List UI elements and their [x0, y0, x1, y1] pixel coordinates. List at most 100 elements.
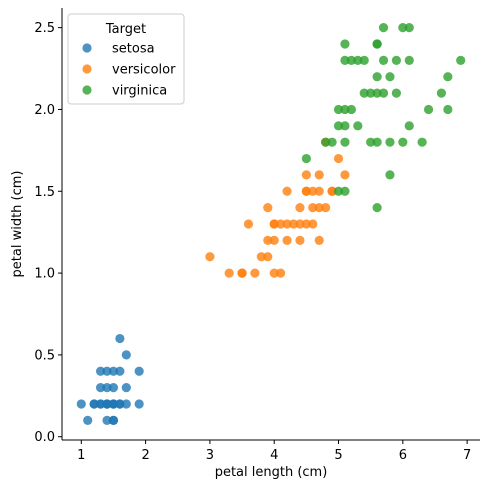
data-point [443, 72, 453, 82]
data-point [314, 186, 324, 196]
legend-marker [82, 64, 92, 74]
data-point [366, 137, 376, 147]
data-point [301, 186, 311, 196]
data-point [115, 399, 125, 409]
data-point [276, 219, 286, 229]
data-point [327, 137, 337, 147]
legend-label: versicolor [112, 63, 176, 78]
x-tick-label: 3 [206, 448, 214, 463]
y-tick-label: 1.5 [34, 185, 55, 200]
data-point [295, 219, 305, 229]
data-point [321, 203, 331, 213]
data-point [378, 55, 389, 65]
legend-label: setosa [112, 42, 155, 57]
data-point [121, 350, 131, 360]
data-point [372, 88, 382, 98]
y-tick-label: 0.5 [34, 348, 55, 363]
data-point [353, 121, 363, 131]
data-point [301, 170, 311, 180]
data-point [333, 153, 344, 164]
data-point [269, 268, 279, 278]
data-point [340, 137, 350, 147]
data-point [385, 170, 395, 180]
data-point [346, 104, 356, 115]
data-point [102, 415, 112, 425]
data-point [314, 203, 324, 213]
series-virginica [301, 23, 466, 213]
data-point [295, 203, 305, 213]
data-point [372, 72, 382, 82]
data-point [295, 235, 305, 245]
data-point [340, 55, 350, 65]
legend-marker [82, 85, 92, 95]
data-point [423, 104, 434, 115]
data-point [333, 104, 344, 115]
data-point [314, 235, 324, 245]
data-point [121, 383, 131, 393]
data-point [436, 88, 447, 98]
data-point [340, 104, 350, 115]
points-layer [76, 23, 466, 425]
data-point [378, 88, 389, 98]
series-versicolor [205, 137, 350, 278]
data-point [404, 121, 414, 131]
legend-box [67, 13, 185, 105]
y-ticks: 0.0 0.5 1.0 1.5 2.0 2.5 [34, 21, 62, 445]
data-point [398, 137, 408, 147]
data-point [346, 55, 356, 65]
data-point [282, 235, 292, 245]
data-point [391, 88, 401, 98]
y-tick-label: 2.5 [34, 21, 55, 36]
data-point [301, 219, 311, 229]
data-point [263, 235, 273, 245]
data-point [359, 88, 369, 98]
data-point [301, 153, 311, 164]
data-point [205, 252, 215, 262]
legend-title: Target [105, 22, 146, 37]
x-tick-label: 7 [463, 448, 471, 463]
data-point [385, 137, 395, 147]
data-point [314, 170, 324, 180]
data-point [372, 203, 382, 213]
x-tick-label: 2 [141, 448, 149, 463]
y-axis-label: petal width (cm) [10, 171, 25, 278]
data-point [456, 55, 466, 65]
data-point [102, 366, 112, 376]
data-point [102, 399, 112, 409]
data-point [308, 203, 318, 213]
data-point [443, 104, 453, 115]
legend-marker [82, 43, 92, 53]
data-point [327, 186, 337, 196]
data-point [134, 399, 144, 409]
data-point [250, 268, 260, 278]
data-point [243, 219, 254, 229]
data-point [404, 23, 414, 33]
data-point [372, 137, 382, 147]
data-point [333, 121, 344, 131]
data-point [340, 121, 350, 131]
data-point [108, 415, 119, 425]
data-point [108, 366, 119, 376]
data-point [340, 39, 350, 49]
data-point [115, 333, 125, 344]
x-tick-label: 4 [270, 448, 278, 463]
data-point [353, 55, 363, 65]
data-point [340, 186, 350, 196]
data-point [76, 399, 86, 409]
y-tick-label: 0.0 [34, 430, 55, 445]
data-point [391, 55, 401, 65]
data-point [263, 203, 273, 213]
data-point [134, 366, 144, 376]
data-point [359, 55, 369, 65]
data-point [308, 186, 318, 196]
x-axis-label: petal length (cm) [215, 465, 328, 480]
data-point [95, 399, 106, 409]
data-point [282, 186, 292, 196]
series-setosa [76, 333, 144, 425]
data-point [321, 137, 331, 147]
y-tick-label: 2.0 [34, 103, 55, 118]
y-tick-label: 1.0 [34, 267, 55, 282]
data-point [263, 252, 273, 262]
data-point [102, 383, 112, 393]
data-point [333, 186, 344, 196]
